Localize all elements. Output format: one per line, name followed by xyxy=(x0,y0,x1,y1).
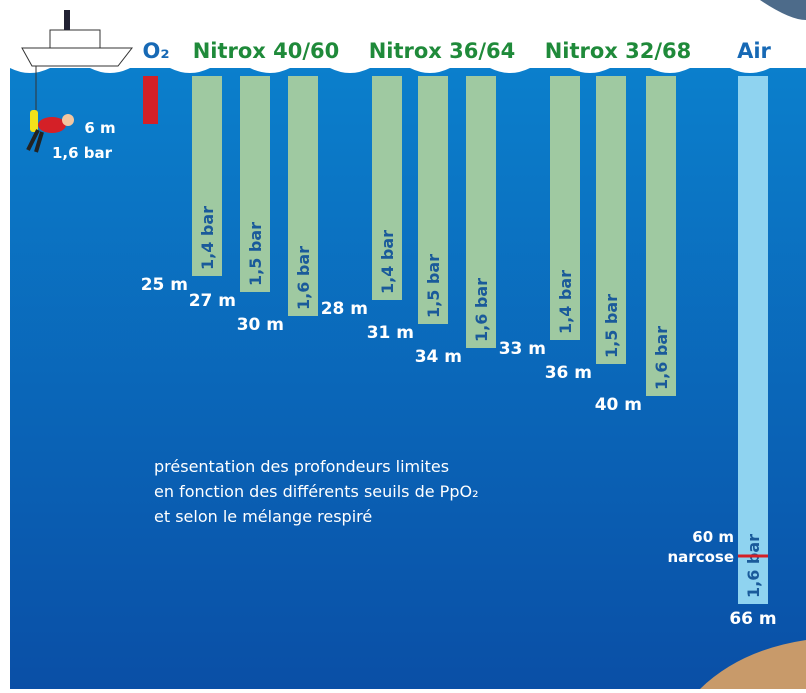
ppo2-label: 1,6 bar xyxy=(472,278,491,342)
depth-label: 34 m xyxy=(415,347,462,367)
depth-label: 31 m xyxy=(367,323,414,343)
depth-bar xyxy=(738,76,768,604)
ppo2-label: 1,6 bar xyxy=(744,534,763,598)
ppo2-label: 1,5 bar xyxy=(246,222,265,286)
depth-label: 33 m xyxy=(499,339,546,359)
ppo2-label: 1,4 bar xyxy=(198,206,217,270)
sea xyxy=(10,68,806,689)
depth-label: 27 m xyxy=(189,291,236,311)
depth-bar xyxy=(143,76,158,124)
gas-name: Nitrox 32/68 xyxy=(545,39,692,63)
depth-label: 36 m xyxy=(545,363,592,383)
gas-name: Air xyxy=(737,39,771,63)
depth-label: 25 m xyxy=(141,275,188,295)
ppo2-label: 1,5 bar xyxy=(424,254,443,318)
ppo2-label: 1,6 bar xyxy=(52,144,113,162)
ppo2-label: 1,4 bar xyxy=(556,270,575,334)
caption-line: en fonction des différents seuils de PpO… xyxy=(154,482,479,501)
gas-name: Nitrox 36/64 xyxy=(369,39,516,63)
depth-label: 66 m xyxy=(729,609,776,629)
diagram: O₂ 6 m 1,6 bar Nitrox 40/60 1,4 bar 25 m 1,5 b… xyxy=(0,0,806,689)
ppo2-label: 1,6 bar xyxy=(652,326,671,390)
depth-label: 30 m xyxy=(237,315,284,335)
ppo2-label: 1,6 bar xyxy=(294,246,313,310)
caption-line: présentation des profondeurs limites xyxy=(154,457,449,476)
caption-line: et selon le mélange respiré xyxy=(154,507,372,526)
gas-name: Nitrox 40/60 xyxy=(193,39,340,63)
depth-label: 40 m xyxy=(595,395,642,415)
depth-label: 6 m xyxy=(84,119,115,137)
depth-label: 28 m xyxy=(321,299,368,319)
ppo2-label: 1,4 bar xyxy=(378,230,397,294)
narcosis-depth: 60 m xyxy=(692,528,734,546)
gas-name: O₂ xyxy=(142,39,169,63)
narcosis-label: narcose xyxy=(668,548,735,566)
ppo2-label: 1,5 bar xyxy=(602,294,621,358)
